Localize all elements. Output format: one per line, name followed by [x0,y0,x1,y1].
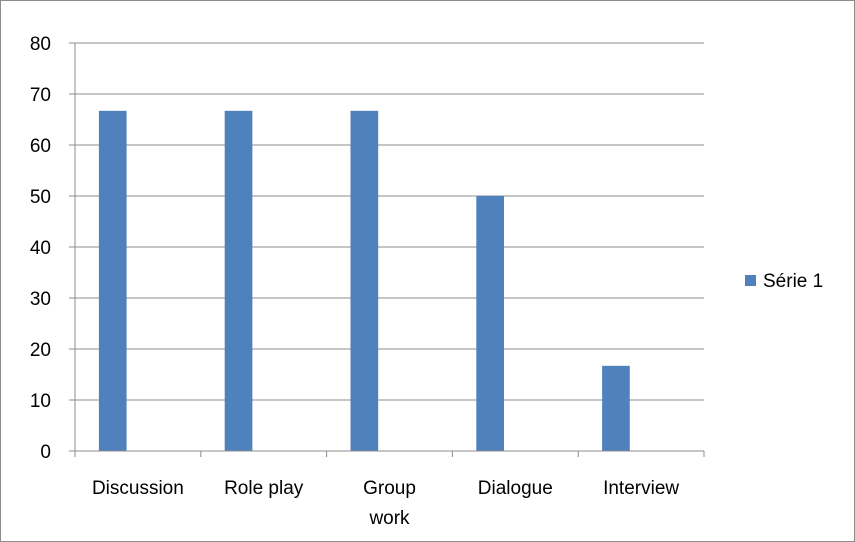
x-tick-labels: Discussion Role play Group work Dialogue Inte… [92,478,679,529]
gridlines [75,42,704,401]
y-tick-label: 30 [30,289,51,310]
y-tick-label: 50 [30,187,51,208]
y-tick-label: 0 [40,442,51,463]
x-tick-label: Group [363,478,416,499]
bar [602,365,630,451]
y-tick-label: 20 [30,340,51,361]
bar [476,196,504,451]
x-tick-label: Discussion [92,478,184,499]
x-tick-label: Role play [224,478,304,499]
bar [98,110,127,451]
legend-label: Série 1 [763,271,823,292]
y-tick-label: 80 [30,34,51,55]
legend-swatch [745,275,756,286]
y-tick-label: 60 [30,136,51,157]
x-tick-label: work [368,508,410,529]
y-tick-label: 70 [30,85,51,106]
bars [98,110,630,451]
x-tick-label: Interview [603,478,679,499]
y-tick-label: 40 [30,238,51,259]
legend: Série 1 [745,271,823,292]
y-tick-labels: 0 10 20 30 40 50 60 70 80 [30,34,51,463]
axes [69,42,705,457]
y-tick-label: 10 [30,391,51,412]
x-tick-label: Dialogue [478,478,553,499]
bar [350,110,379,451]
bar [224,110,253,451]
